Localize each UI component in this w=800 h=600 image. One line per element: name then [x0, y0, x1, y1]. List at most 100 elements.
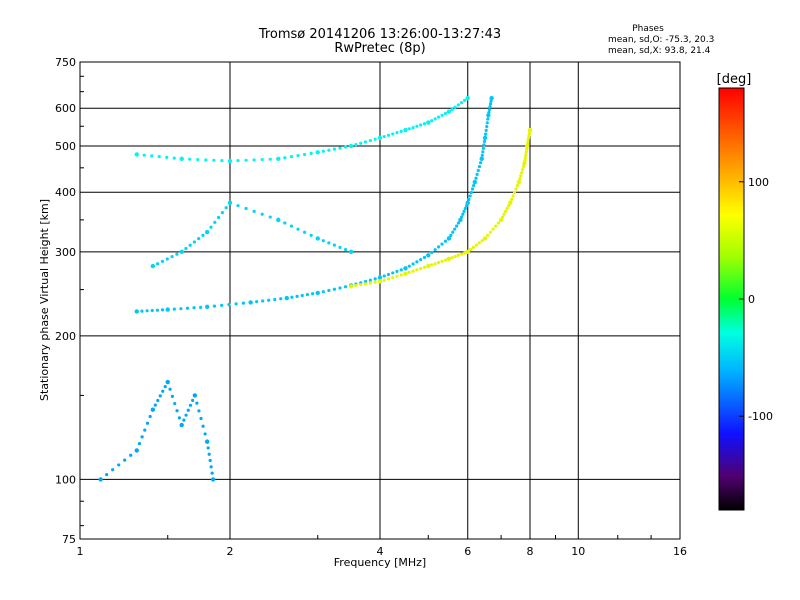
echo-point — [525, 143, 530, 149]
echo-point — [191, 398, 195, 402]
echo-point — [252, 158, 256, 162]
echo-point — [321, 149, 325, 153]
echo-point — [197, 409, 201, 413]
echo-point — [236, 204, 240, 208]
echo-point — [184, 413, 188, 417]
echo-point — [203, 432, 207, 436]
echo-point — [354, 283, 358, 288]
echo-point — [210, 471, 214, 475]
echo-point — [437, 115, 441, 119]
echo-point — [377, 135, 383, 141]
echo-point — [204, 229, 210, 235]
echo-point — [411, 269, 415, 273]
echo-point — [489, 95, 494, 101]
echo-point — [395, 274, 399, 278]
echo-point — [463, 206, 467, 211]
echo-point — [150, 308, 154, 313]
echo-point — [521, 167, 525, 172]
echo-point — [227, 303, 231, 307]
echo-point — [175, 252, 179, 256]
echo-point — [153, 403, 157, 407]
echo-point — [332, 287, 337, 291]
echo-point — [165, 257, 169, 261]
echo-point — [363, 279, 368, 284]
stats-line-o: mean, sd,O: -75.3, 20.3 — [608, 35, 714, 45]
echo-point — [315, 236, 320, 241]
echo-point — [474, 243, 479, 247]
echo-point — [507, 200, 513, 206]
echo-point — [129, 453, 133, 457]
echo-point — [449, 233, 453, 237]
echo-point — [327, 288, 331, 293]
echo-point — [192, 306, 196, 310]
echo-point — [209, 225, 213, 229]
echo-point — [403, 127, 408, 133]
echo-point — [494, 224, 498, 228]
echo-point — [168, 387, 172, 391]
echo-point — [343, 247, 348, 252]
echo-point — [481, 146, 485, 150]
echo-point — [395, 131, 399, 135]
echo-point — [244, 158, 248, 162]
echo-point — [111, 468, 115, 472]
y-tick-label: 100 — [55, 473, 76, 486]
echo-point — [446, 256, 452, 262]
echo-point — [338, 245, 342, 249]
echo-point — [248, 300, 253, 305]
echo-point — [252, 209, 256, 213]
echo-point — [175, 409, 179, 413]
echo-point — [363, 282, 368, 286]
echo-point — [267, 298, 271, 302]
echo-point — [134, 309, 139, 314]
echo-point — [437, 260, 441, 265]
echo-point — [172, 156, 176, 160]
echo-point — [478, 161, 483, 165]
echo-point — [518, 177, 522, 181]
echo-point — [484, 132, 488, 136]
echo-point — [220, 210, 224, 215]
stats-line-x: mean, sd,X: 93.8, 21.4 — [608, 46, 711, 56]
echo-point — [283, 221, 287, 225]
echo-point — [170, 394, 174, 398]
echo-point — [391, 132, 395, 136]
echo-point — [273, 297, 277, 302]
echo-point — [309, 151, 313, 155]
echo-point — [260, 212, 264, 216]
echo-point — [216, 215, 221, 220]
echo-point — [487, 107, 492, 112]
echo-point — [476, 168, 480, 173]
echo-point — [155, 308, 160, 312]
colorbar-label: [deg] — [717, 72, 752, 87]
echo-point — [403, 271, 408, 276]
echo-point — [459, 252, 464, 256]
echo-point — [482, 139, 487, 143]
echo-point — [382, 274, 386, 278]
echo-point — [289, 224, 294, 228]
echo-point — [475, 172, 479, 176]
data-points — [98, 95, 533, 482]
echo-point — [399, 268, 403, 272]
echo-point — [486, 117, 490, 121]
echo-point — [514, 187, 518, 191]
echo-point — [290, 295, 294, 299]
echo-point — [201, 233, 205, 237]
echo-point — [227, 200, 233, 206]
echo-point — [241, 301, 245, 305]
echo-point — [373, 277, 377, 281]
echo-point — [479, 156, 484, 162]
echo-point — [456, 253, 460, 257]
echo-point — [348, 143, 354, 149]
echo-point — [268, 157, 272, 161]
echo-point — [260, 157, 264, 162]
echo-point — [523, 158, 527, 162]
echo-point — [419, 258, 423, 262]
echo-point — [157, 155, 161, 159]
x-tick-label: 2 — [227, 545, 234, 558]
echo-point — [488, 102, 493, 106]
x-tick-label: 1 — [77, 545, 84, 558]
x-tick-label: 6 — [464, 545, 471, 558]
echo-point — [462, 209, 466, 213]
echo-point — [477, 164, 482, 169]
echo-point — [403, 266, 408, 271]
echo-point — [220, 303, 224, 307]
